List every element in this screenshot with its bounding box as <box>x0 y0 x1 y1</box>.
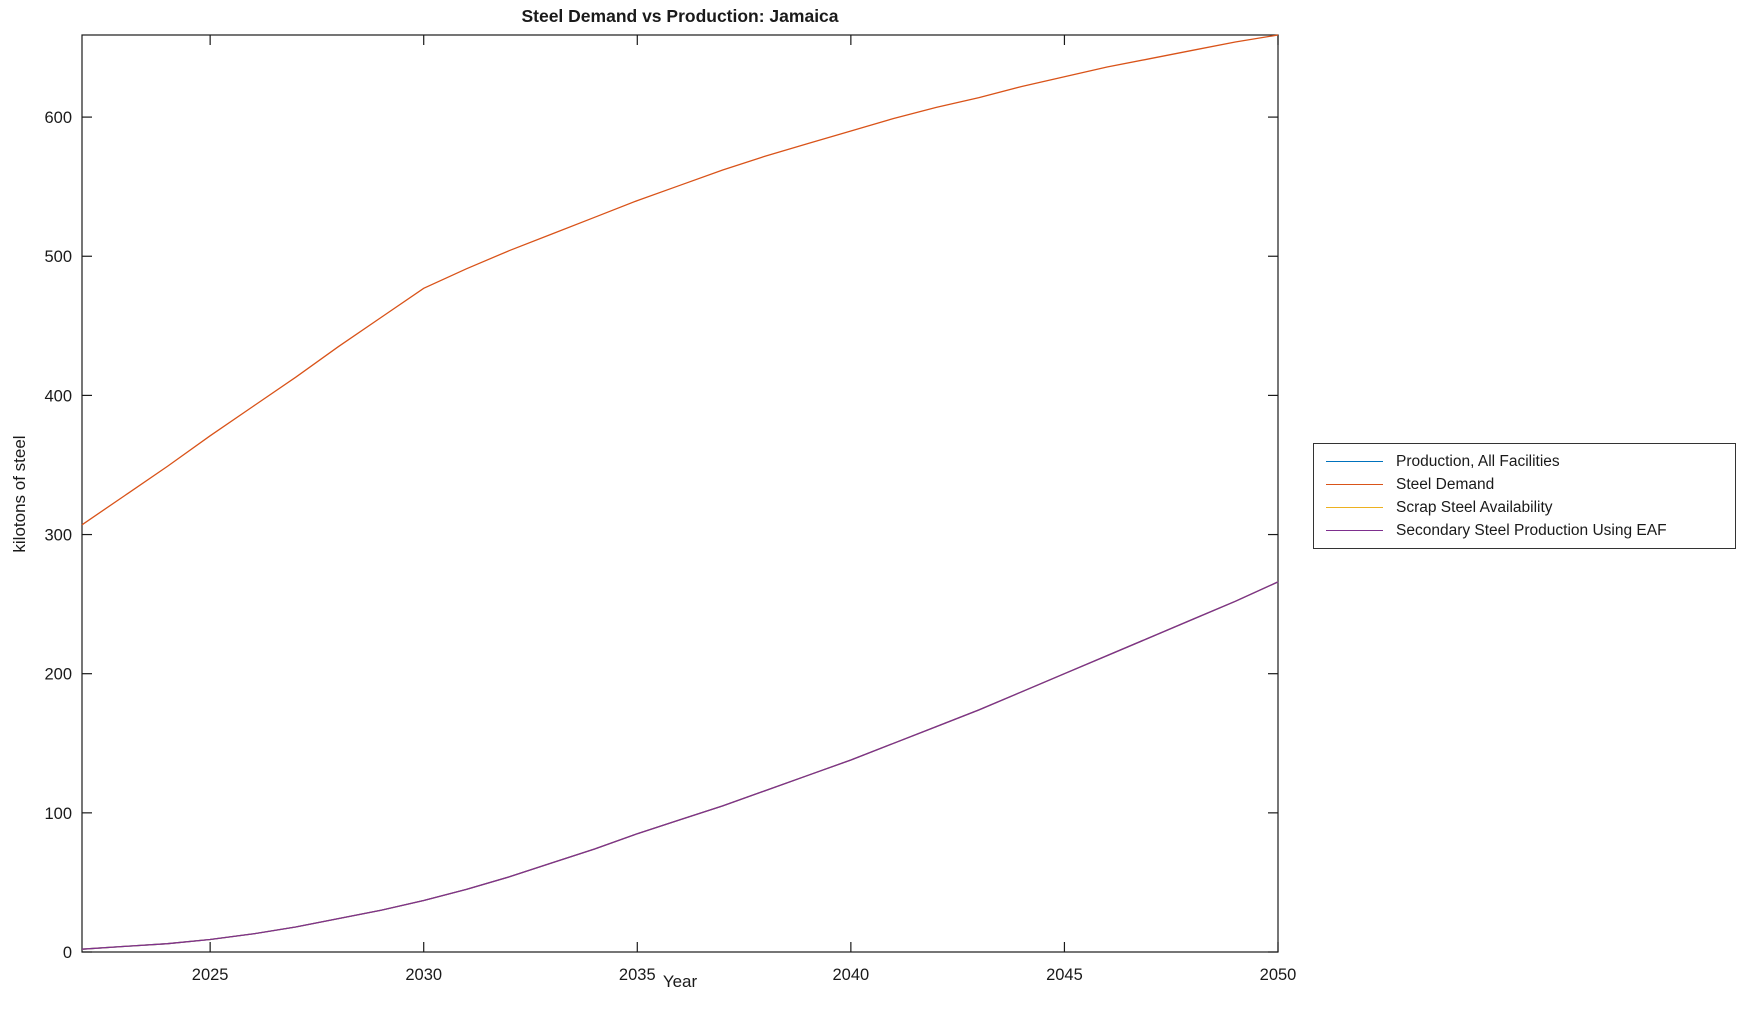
y-tick-label: 200 <box>44 666 72 684</box>
y-axis-label: kilotons of steel <box>10 435 29 553</box>
legend-line-swatch <box>1326 461 1383 462</box>
legend-item-3: Secondary Steel Production Using EAF <box>1314 519 1735 542</box>
y-tick-label: 100 <box>44 805 72 823</box>
legend-item-2: Scrap Steel Availability <box>1314 496 1735 519</box>
y-tick-label: 300 <box>44 527 72 545</box>
legend-line-swatch <box>1326 484 1383 485</box>
legend-label: Production, All Facilities <box>1396 452 1560 470</box>
legend-line-swatch <box>1326 530 1383 531</box>
axes-box <box>81 34 1279 953</box>
legend-item-1: Steel Demand <box>1314 473 1735 496</box>
legend-label: Steel Demand <box>1396 475 1495 493</box>
series-line-2 <box>81 581 1279 950</box>
x-tick-label: 2030 <box>405 966 442 984</box>
series-line-1 <box>81 34 1279 526</box>
legend-label: Secondary Steel Production Using EAF <box>1396 521 1667 539</box>
series-line-0 <box>81 581 1279 950</box>
chart-title: Steel Demand vs Production: Jamaica <box>521 6 839 26</box>
x-tick-label: 2035 <box>619 966 656 984</box>
x-tick-label: 2040 <box>832 966 869 984</box>
legend-item-0: Production, All Facilities <box>1314 450 1735 473</box>
legend: Production, All Facilities Steel Demand Sc… <box>1313 443 1736 549</box>
y-tick-label: 0 <box>63 944 72 962</box>
legend-line-swatch <box>1326 507 1383 508</box>
legend-label: Scrap Steel Availability <box>1396 498 1553 516</box>
x-tick-label: 2050 <box>1260 966 1297 984</box>
series-line-3 <box>81 581 1279 950</box>
x-tick-label: 2025 <box>192 966 229 984</box>
y-tick-label: 500 <box>44 248 72 266</box>
x-tick-label: 2045 <box>1046 966 1083 984</box>
y-tick-label: 400 <box>44 387 72 405</box>
y-tick-label: 600 <box>44 109 72 127</box>
x-axis-label: Year <box>662 972 698 991</box>
